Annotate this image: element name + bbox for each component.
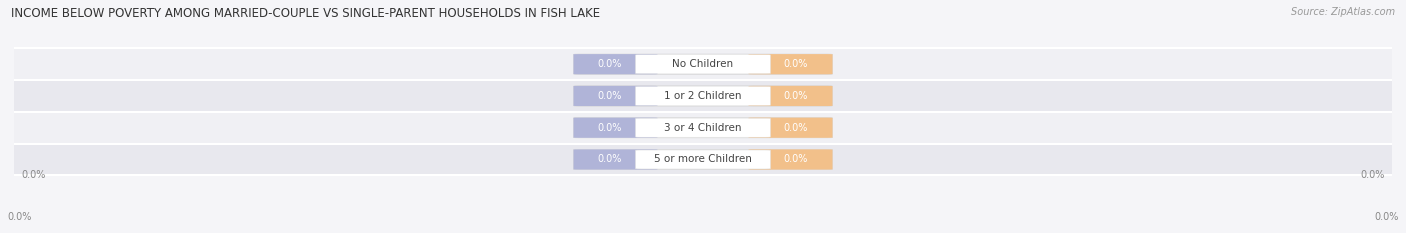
Bar (14, 144, 1392, 175)
FancyBboxPatch shape (748, 118, 832, 138)
FancyBboxPatch shape (636, 55, 770, 74)
FancyBboxPatch shape (574, 86, 658, 106)
Text: 0.0%: 0.0% (598, 154, 623, 164)
FancyBboxPatch shape (574, 118, 658, 138)
Text: 0.0%: 0.0% (783, 123, 808, 133)
Text: 0.0%: 0.0% (598, 91, 623, 101)
Text: 5 or more Children: 5 or more Children (654, 154, 752, 164)
Text: 0.0%: 0.0% (783, 154, 808, 164)
FancyBboxPatch shape (748, 149, 832, 170)
FancyBboxPatch shape (636, 118, 770, 137)
Text: 0.0%: 0.0% (783, 91, 808, 101)
FancyBboxPatch shape (636, 86, 770, 105)
FancyBboxPatch shape (574, 54, 658, 74)
Text: 0.0%: 0.0% (1375, 212, 1399, 222)
Bar (14, 80, 1392, 112)
Legend: Married Couples, Single Parents: Married Couples, Single Parents (600, 231, 806, 233)
Text: 0.0%: 0.0% (7, 212, 31, 222)
Text: 0.0%: 0.0% (21, 170, 45, 180)
FancyBboxPatch shape (748, 86, 832, 106)
FancyBboxPatch shape (574, 118, 832, 138)
Text: 1 or 2 Children: 1 or 2 Children (664, 91, 742, 101)
Text: 0.0%: 0.0% (598, 59, 623, 69)
Text: 3 or 4 Children: 3 or 4 Children (664, 123, 742, 133)
FancyBboxPatch shape (636, 150, 770, 169)
Text: Source: ZipAtlas.com: Source: ZipAtlas.com (1291, 7, 1395, 17)
Text: 0.0%: 0.0% (598, 123, 623, 133)
FancyBboxPatch shape (574, 86, 832, 106)
FancyBboxPatch shape (574, 149, 832, 170)
Text: No Children: No Children (672, 59, 734, 69)
Text: 0.0%: 0.0% (1361, 170, 1385, 180)
FancyBboxPatch shape (574, 54, 832, 74)
Bar (14, 112, 1392, 144)
Text: INCOME BELOW POVERTY AMONG MARRIED-COUPLE VS SINGLE-PARENT HOUSEHOLDS IN FISH LA: INCOME BELOW POVERTY AMONG MARRIED-COUPL… (11, 7, 600, 20)
Bar (14, 48, 1392, 80)
Text: 0.0%: 0.0% (783, 59, 808, 69)
FancyBboxPatch shape (574, 149, 658, 170)
FancyBboxPatch shape (748, 54, 832, 74)
